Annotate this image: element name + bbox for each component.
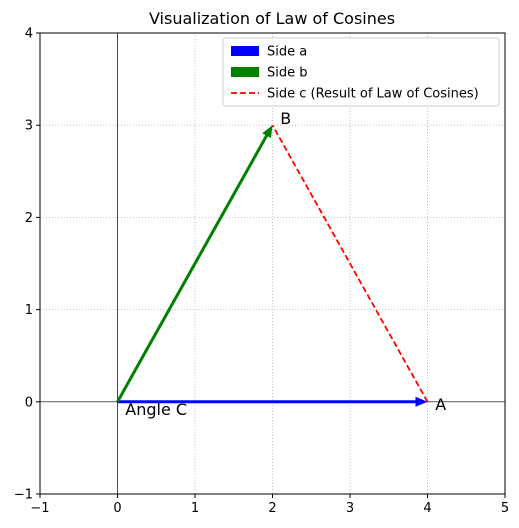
line-side-c [271, 124, 429, 403]
arrow-head-0 [415, 396, 428, 407]
x-tick-label: 0 [113, 501, 121, 516]
legend-label-1: Side b [267, 66, 308, 81]
annotation-angle-c: Angle C [125, 400, 187, 419]
x-tick-label: 5 [501, 501, 509, 516]
arrow-head-1 [262, 125, 273, 139]
annotation-a: A [435, 395, 446, 414]
y-tick-label: 1 [25, 303, 33, 318]
vector-side-b [116, 134, 268, 403]
legend-swatch-0 [231, 46, 259, 56]
y-tick-label: −1 [14, 488, 33, 503]
annotation-b: B [280, 109, 291, 128]
x-tick-label: 1 [191, 501, 199, 516]
y-tick-label: 2 [25, 211, 33, 226]
chart-title: Visualization of Law of Cosines [149, 9, 395, 28]
legend-label-0: Side a [267, 45, 307, 60]
x-tick-label: 2 [268, 501, 276, 516]
y-tick-label: 0 [25, 395, 33, 410]
y-tick-label: 4 [25, 27, 33, 42]
legend-label-2: Side c (Result of Law of Cosines) [267, 87, 479, 102]
x-tick-label: −1 [30, 501, 49, 516]
legend-box [222, 37, 500, 107]
y-tick-label: 3 [25, 119, 33, 134]
legend-swatch-1 [231, 67, 259, 77]
x-tick-label: 4 [423, 501, 431, 516]
x-tick-label: 3 [346, 501, 354, 516]
